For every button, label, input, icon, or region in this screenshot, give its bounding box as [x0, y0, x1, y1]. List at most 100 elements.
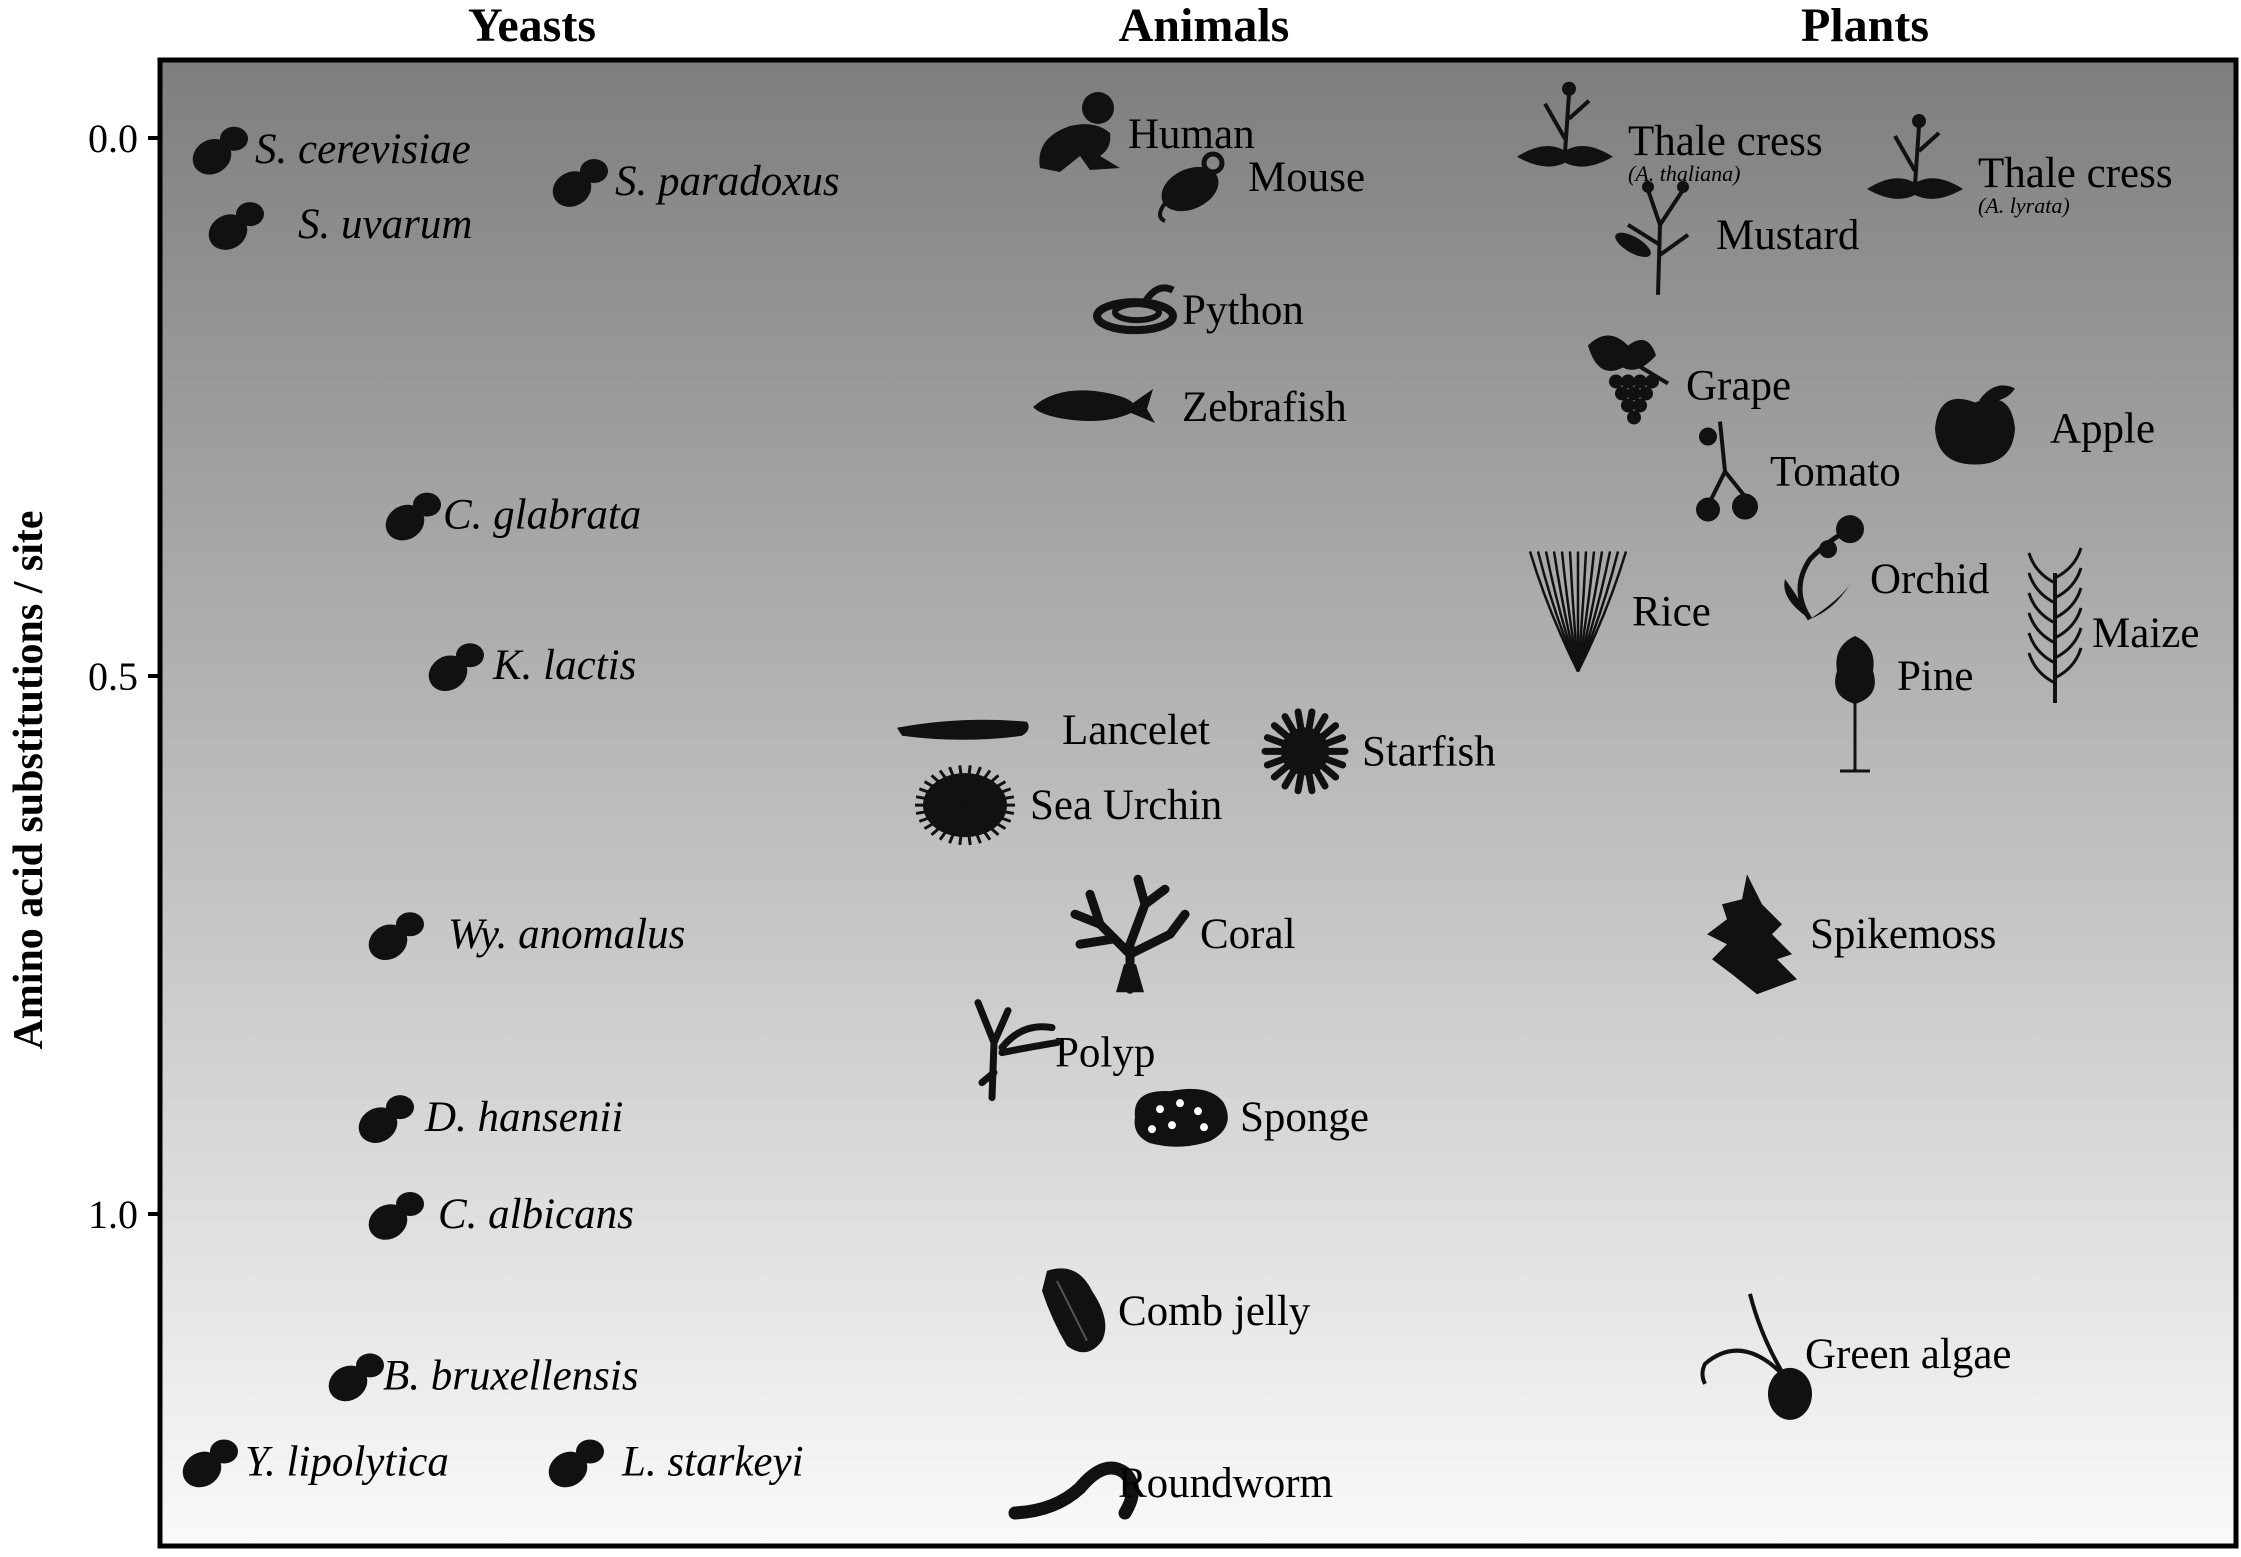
- point-tomato: Tomato: [1696, 421, 1901, 522]
- fish-icon: [1033, 389, 1155, 423]
- point-spikemoss: Spikemoss: [1707, 874, 1996, 995]
- maize-icon: [2027, 547, 2083, 703]
- point-s-uvarum: S. uvarum: [208, 201, 472, 250]
- point-thale-cress: Thale cress(A. lyrata): [1867, 114, 2173, 218]
- point-label: Orchid: [1870, 556, 1989, 603]
- urchin-icon: [915, 765, 1015, 846]
- point-label: Mustard: [1716, 212, 1859, 259]
- yeast-cell-icon: [368, 912, 424, 961]
- human-icon: [1039, 92, 1120, 172]
- point-label: B. bruxellensis: [383, 1352, 639, 1399]
- point-label: C. albicans: [438, 1191, 634, 1238]
- point-lancelet: Lancelet: [897, 707, 1210, 754]
- sponge-icon: [1134, 1088, 1228, 1147]
- point-d-hansenii: D. hansenii: [358, 1094, 623, 1143]
- point-k-lactis: K. lactis: [428, 642, 636, 692]
- point-label: Green algae: [1805, 1331, 2012, 1378]
- point-c-glabrata: C. glabrata: [385, 492, 641, 541]
- point-thale-cress: Thale cress(A. thaliana): [1517, 81, 1823, 186]
- point-label: Thale cress: [1978, 150, 2173, 197]
- mouse-icon: [1158, 151, 1225, 223]
- point-b-bruxellensis: B. bruxellensis: [328, 1352, 639, 1402]
- data-points: S. cerevisiae S. paradoxus S. uvarum C. gla…: [182, 81, 2199, 1520]
- point-label: Tomato: [1770, 449, 1901, 496]
- point-grape: Grape: [1588, 335, 1791, 425]
- y-tick-label: 0.5: [88, 654, 138, 699]
- yeast-cell-icon: [385, 492, 441, 541]
- algae-icon: [1700, 1293, 1812, 1420]
- cress-icon: [1517, 81, 1613, 167]
- mustard-icon: [1615, 180, 1690, 295]
- point-label: Sea Urchin: [1030, 782, 1222, 829]
- orchid-icon: [1784, 515, 1864, 621]
- lancelet-icon: [897, 719, 1029, 740]
- worm-icon: [1008, 1461, 1139, 1520]
- point-label: Starfish: [1362, 728, 1496, 775]
- point-sea-urchin: Sea Urchin: [915, 765, 1222, 846]
- point-label: Apple: [2050, 406, 2155, 453]
- point-starfish: Starfish: [1261, 708, 1496, 795]
- point-wy-anomalus: Wy. anomalus: [368, 911, 685, 961]
- starfish-icon: [1261, 708, 1349, 795]
- apple-icon: [1935, 385, 2015, 465]
- point-l-starkeyi: L. starkeyi: [548, 1438, 804, 1488]
- point-label: Pine: [1897, 653, 1973, 700]
- column-header-plants: Plants: [1801, 0, 1929, 52]
- yeast-cell-icon: [358, 1095, 414, 1143]
- yeast-cell-icon: [552, 159, 608, 207]
- point-zebrafish: Zebrafish: [1033, 384, 1347, 431]
- yeast-cell-icon: [208, 202, 264, 250]
- point-rice: Rice: [1528, 551, 1711, 672]
- rice-icon: [1528, 551, 1628, 672]
- yeast-cell-icon: [192, 126, 248, 175]
- point-label: K. lactis: [492, 642, 636, 689]
- point-polyp: Polyp: [974, 999, 1155, 1102]
- point-orchid: Orchid: [1784, 515, 1989, 621]
- y-tick-label: 1.0: [88, 1192, 138, 1237]
- point-label: Grape: [1686, 362, 1791, 409]
- point-label: Spikemoss: [1810, 911, 1996, 958]
- point-label: Mouse: [1248, 154, 1365, 201]
- spikemoss-icon: [1707, 874, 1797, 995]
- point-label: Sponge: [1240, 1094, 1369, 1141]
- column-header-animals: Animals: [1119, 0, 1290, 52]
- point-roundworm: Roundworm: [1008, 1460, 1333, 1520]
- y-axis-ticks: 0.0 0.5 1.0: [88, 116, 160, 1237]
- point-mustard: Mustard: [1615, 180, 1859, 295]
- point-label: Polyp: [1055, 1030, 1155, 1077]
- point-green-algae: Green algae: [1700, 1293, 2012, 1420]
- polyp-icon: [974, 999, 1061, 1102]
- plot-panel: [157, 57, 2239, 1549]
- point-y-lipolytica: Y. lipolytica: [182, 1438, 449, 1488]
- grape-icon: [1588, 335, 1670, 425]
- y-axis-label: Amino acid substitutions / site: [6, 510, 52, 1049]
- point-comb-jelly: Comb jelly: [1042, 1268, 1311, 1353]
- point-coral: Coral: [1070, 874, 1296, 994]
- point-s-paradoxus: S. paradoxus: [552, 158, 840, 207]
- coral-icon: [1070, 874, 1190, 994]
- snake-icon: [1093, 284, 1177, 335]
- point-mouse: Mouse: [1158, 151, 1365, 223]
- point-pine: Pine: [1835, 636, 1973, 773]
- point-label: Wy. anomalus: [448, 911, 685, 958]
- point-label: Thale cress: [1628, 118, 1823, 165]
- y-tick-label: 0.0: [88, 116, 138, 161]
- cress-icon: [1867, 114, 1963, 199]
- yeast-cell-icon: [548, 1439, 604, 1488]
- yeast-cell-icon: [368, 1192, 424, 1240]
- point-label: Y. lipolytica: [245, 1438, 449, 1485]
- column-header-yeasts: Yeasts: [468, 0, 596, 52]
- yeast-cell-icon: [328, 1353, 384, 1402]
- comb-jelly-icon: [1042, 1268, 1106, 1353]
- point-label: Lancelet: [1062, 707, 1210, 754]
- point-label: Roundworm: [1118, 1460, 1333, 1507]
- point-c-albicans: C. albicans: [368, 1191, 634, 1240]
- yeast-cell-icon: [182, 1439, 238, 1488]
- point-label: Coral: [1200, 911, 1296, 958]
- point-label: Zebrafish: [1182, 384, 1347, 431]
- point-label: S. uvarum: [298, 201, 472, 248]
- pine-icon: [1835, 636, 1875, 773]
- yeast-cell-icon: [428, 643, 484, 692]
- point-label: Human: [1128, 111, 1255, 158]
